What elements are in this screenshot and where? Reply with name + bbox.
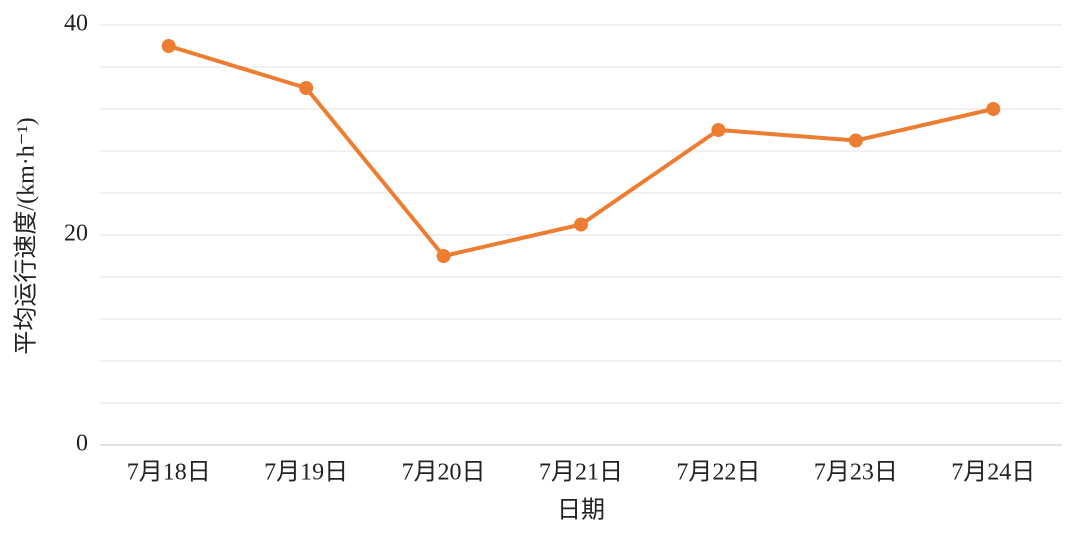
x-axis-label: 日期 — [557, 498, 605, 524]
data-point — [299, 81, 314, 95]
data-point — [986, 102, 1001, 116]
x-tick-label: 7月24日 — [951, 460, 1035, 486]
x-tick-label: 7月20日 — [402, 460, 486, 486]
x-tick-label: 7月22日 — [676, 460, 760, 486]
y-tick-label: 40 — [64, 11, 88, 37]
x-tick-label: 7月19日 — [264, 460, 348, 486]
x-tick-label: 7月21日 — [539, 460, 623, 486]
y-tick-label: 20 — [64, 221, 88, 247]
data-point — [711, 123, 726, 137]
data-point — [574, 217, 588, 232]
data-point — [848, 133, 863, 148]
data-point — [436, 249, 451, 263]
x-tick-label: 7月23日 — [814, 460, 898, 486]
data-point — [161, 39, 176, 53]
y-axis-label: 平均运行速度/(km·h⁻¹) — [13, 117, 40, 354]
x-tick-label: 7月18日 — [127, 460, 211, 486]
y-tick-label: 0 — [76, 431, 88, 457]
